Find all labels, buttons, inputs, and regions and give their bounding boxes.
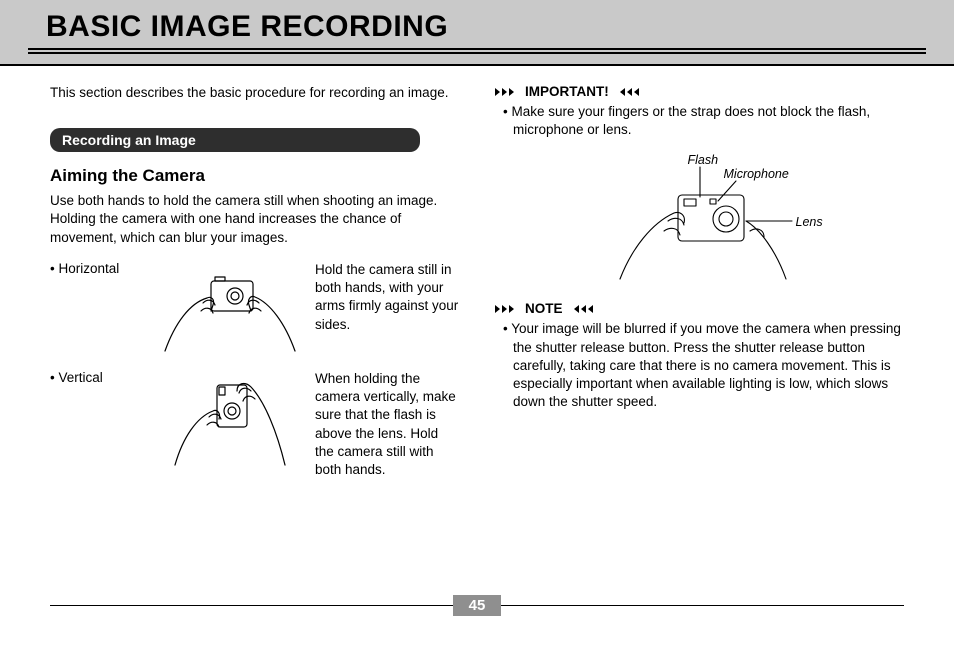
horizontal-label: • Horizontal: [50, 261, 145, 276]
page-footer: 45: [50, 595, 904, 616]
camera-parts-diagram: Flash Microphone Lens: [560, 153, 840, 283]
important-label: IMPORTANT!: [525, 84, 609, 99]
section-pill: Recording an Image: [50, 128, 420, 152]
arrow-left-deco-icon: [567, 303, 593, 315]
note-label: NOTE: [525, 301, 563, 316]
vertical-desc: When holding the camera vertically, make…: [315, 370, 459, 479]
horizontal-desc: Hold the camera still in both hands, wit…: [315, 261, 459, 334]
flash-label: Flash: [688, 153, 719, 167]
content-columns: This section describes the basic procedu…: [0, 66, 954, 493]
microphone-label: Microphone: [724, 167, 789, 181]
header-underline: [28, 48, 926, 50]
orientation-vertical-row: • Vertical: [50, 370, 459, 479]
page-header: BASIC IMAGE RECORDING: [0, 0, 954, 66]
left-column: This section describes the basic procedu…: [50, 84, 459, 493]
subheading-aiming: Aiming the Camera: [50, 166, 459, 186]
horizontal-illustration: [155, 261, 305, 356]
page-number: 45: [453, 595, 502, 616]
arrow-right-deco-icon: [495, 86, 521, 98]
arrow-left-deco-icon: [613, 86, 639, 98]
hands-vertical-icon: [155, 367, 305, 467]
important-text: • Make sure your fingers or the strap do…: [495, 103, 904, 139]
orientation-horizontal-row: • Horizontal: [50, 261, 459, 356]
note-text: • Your image will be blurred if you move…: [495, 320, 904, 411]
vertical-illustration: [155, 370, 305, 465]
vertical-label: • Vertical: [50, 370, 145, 385]
note-header: NOTE: [495, 301, 904, 316]
footer-line-left: [50, 605, 453, 606]
right-column: IMPORTANT! • Make sure your fingers or t…: [495, 84, 904, 493]
arrow-right-deco-icon: [495, 303, 521, 315]
page-title: BASIC IMAGE RECORDING: [46, 10, 926, 44]
lens-label: Lens: [796, 215, 823, 229]
intro-paragraph: This section describes the basic procedu…: [50, 84, 459, 102]
footer-line-right: [501, 605, 904, 606]
subheading-body: Use both hands to hold the camera still …: [50, 192, 459, 247]
hands-horizontal-icon: [155, 263, 305, 353]
important-header: IMPORTANT!: [495, 84, 904, 99]
